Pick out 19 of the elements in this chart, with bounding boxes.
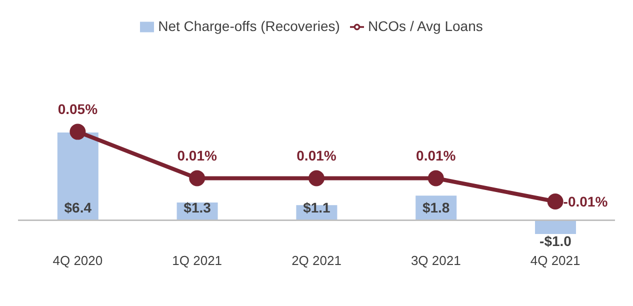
x-tick-label: 2Q 2021 [292, 253, 342, 268]
legend-label: Net Charge-offs (Recoveries) [158, 18, 340, 34]
legend-label: NCOs / Avg Loans [368, 18, 483, 34]
x-tick-label: 1Q 2021 [172, 253, 222, 268]
x-tick-label: 3Q 2021 [410, 253, 461, 268]
bar [57, 132, 98, 220]
data-label: -0.01% [563, 194, 608, 210]
data-label: 0.01% [296, 147, 337, 164]
data-label: $1.8 [422, 199, 450, 216]
data-label: 0.01% [177, 147, 218, 164]
x-tick-label: 4Q 2021 [530, 253, 580, 268]
data-label: $6.4 [64, 199, 92, 216]
data-label: $1.1 [303, 199, 331, 216]
bar [535, 220, 576, 234]
data-label: -$1.0 [540, 232, 572, 249]
data-label: $1.3 [184, 199, 212, 216]
x-tick-label: 4Q 2020 [52, 253, 103, 268]
data-label: 0.05% [58, 100, 98, 117]
data-label: 0.01% [416, 147, 456, 164]
